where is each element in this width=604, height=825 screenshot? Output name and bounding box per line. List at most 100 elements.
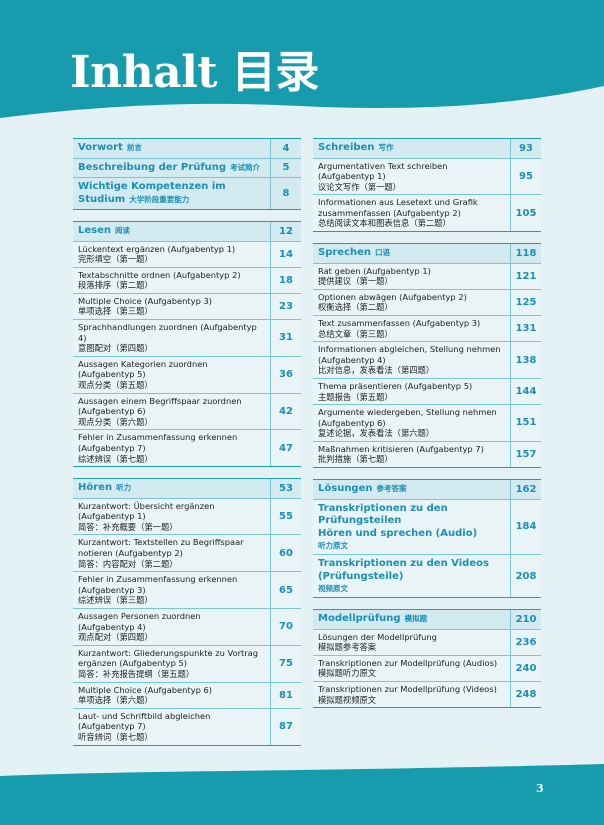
toc-entry: Aussagen Kategorien zuordnen (Aufgabentyp…: [73, 355, 301, 393]
toc-section: Lesen 阅读 12 Lückentext ergänzen (Aufgabenty…: [73, 221, 301, 468]
entry-subtitle: 总结阅读文本和图表信息（第二题）: [318, 218, 451, 229]
entry-text: Aussagen einem Begriffspaar zuordnen (Auf…: [73, 394, 270, 430]
entry-text: Aussagen Kategorien zuordnen (Aufgabentyp…: [73, 357, 270, 393]
page-ref: 75: [270, 645, 301, 682]
toc-entry: Optionen abwägen (Aufgabentyp 2) 权衡选择（第二题…: [313, 288, 541, 315]
entry-title: Kurzantwort: Gliederungspunkte zu Vortra…: [78, 647, 259, 658]
entry-title: Transkriptionen zu den Videos: [318, 558, 489, 570]
entry-subtitle: 前言: [126, 143, 142, 152]
left-column: Vorwort 前言 4 Beschreibung der Prüfung 考试简介 5 W…: [73, 138, 301, 757]
toc-entry: Multiple Choice (Aufgabentyp 3) 单项选择（第三题）…: [73, 292, 301, 320]
entry-subtitle: 视频原文: [318, 584, 348, 594]
entry-subtitle: 观点分类（第六题）: [78, 416, 153, 427]
entry-text: Transkriptionen zu den Videos (Prüfungste…: [313, 555, 510, 597]
entry-subtitle: 比对信息，发表看法（第四题）: [318, 365, 435, 376]
entry-subtitle: 写作: [378, 143, 394, 152]
page-ref: 138: [510, 342, 541, 378]
entry-subtitle: 模拟题: [404, 614, 428, 624]
entry-title: Lösungen der Modellprüfung: [318, 631, 437, 642]
entry-text: Kurzantwort: Gliederungspunkte zu Vortra…: [73, 646, 270, 682]
entry-text: Text zusammenfassen (Aufgabentyp 3) 总结文章（…: [313, 316, 510, 341]
entry-subtitle: 模拟题参考答案: [318, 642, 377, 653]
toc-entry: Wichtige Kompetenzen im Studium 大学阶段重要能力 8: [73, 177, 301, 209]
toc-entry: Sprachhandlungen zuordnen (Aufgabentyp 4…: [73, 319, 301, 356]
entry-title: ergänzen (Aufgabentyp 5): [78, 658, 187, 669]
page-ref: 184: [510, 499, 541, 555]
entry-text: Vorwort 前言: [73, 139, 270, 158]
entry-subtitle: 总结文章（第三题）: [318, 328, 393, 339]
toc-section: Vorwort 前言 4 Beschreibung der Prüfung 考试简介 5 W…: [73, 138, 301, 210]
page-ref: 12: [270, 222, 301, 241]
entry-text: Schreiben 写作: [313, 139, 510, 158]
entry-subtitle: 参考答案: [376, 484, 407, 494]
entry-title: Aussagen einem Begriffspaar zuordnen: [78, 395, 242, 406]
toc-entry: Fehler in Zusammenfassung erkennen (Aufga…: [73, 571, 301, 609]
entry-subtitle: 单项选择（第三题）: [78, 306, 153, 317]
entry-title: Modellprüfung: [318, 613, 401, 625]
page-ref: 53: [270, 479, 301, 498]
entry-title: Hören: [78, 482, 113, 494]
toc-entry: Maßnahmen kritisieren (Aufgabentyp 7) 批判措…: [313, 440, 541, 468]
entry-text: Optionen abwägen (Aufgabentyp 2) 权衡选择（第二题…: [313, 290, 510, 315]
entry-title: (Aufgabentyp 7): [78, 443, 146, 453]
entry-subtitle: 综述辨误（第七题）: [78, 453, 153, 464]
entry-subtitle: 主题报告（第五题）: [318, 391, 393, 402]
entry-subtitle: 听力: [116, 483, 132, 493]
entry-title: Argumente wiedergeben, Stellung nehmen: [318, 407, 497, 418]
entry-text: Argumente wiedergeben, Stellung nehmen (A…: [313, 405, 510, 441]
toc-entry: Argumentativen Text schreiben (Aufgabenty…: [313, 157, 541, 195]
entry-title: Multiple Choice (Aufgabentyp 3): [78, 295, 212, 306]
toc-entry: Informationen abgleichen, Stellung nehme…: [313, 341, 541, 378]
entry-subtitle: 听音辨词（第七题）: [78, 731, 153, 742]
entry-text: Aussagen Personen zuordnen (Aufgabentyp 4…: [73, 609, 270, 645]
entry-subtitle: 批判措施（第七题）: [318, 454, 393, 465]
page-ref: 125: [510, 289, 541, 315]
entry-title: Fehler in Zusammenfassung erkennen: [78, 574, 238, 585]
page-ref: 157: [510, 441, 541, 468]
entry-text: Kurzantwort: Übersicht ergänzen (Aufgaben…: [73, 499, 270, 535]
entry-title: Transkriptionen zu den Prüfungsteilen: [318, 502, 448, 527]
entry-title: Multiple Choice (Aufgabentyp 6): [78, 684, 212, 695]
entry-title: Aussagen Kategorien zuordnen: [78, 358, 208, 369]
entry-subtitle: 观点配对（第四题）: [78, 632, 153, 643]
header-band: [0, 0, 604, 118]
page-ref: 144: [510, 378, 541, 405]
entry-text: Lösungen 参考答案: [313, 480, 510, 499]
page-title: Inhalt 目录: [70, 47, 319, 98]
toc-entry: Thema präsentieren (Aufgabentyp 5) 主题报告（第…: [313, 377, 541, 405]
entry-title: (Prüfungsteile): [318, 570, 404, 582]
entry-text: Lückentext ergänzen (Aufgabentyp 1) 完形填空（…: [73, 242, 270, 267]
entry-subtitle: 单项选择（第六题）: [78, 695, 153, 706]
entry-subtitle: 模拟题视频原文: [318, 694, 377, 705]
entry-title: Maßnahmen kritisieren (Aufgabentyp 7): [318, 443, 484, 454]
entry-text: Transkriptionen zu den Prüfungsteilen Hör…: [313, 500, 510, 555]
toc-entry: Kurzantwort: Übersicht ergänzen (Aufgaben…: [73, 497, 301, 535]
entry-title: Argumentativen Text schreiben: [318, 160, 448, 171]
entry-title: Transkriptionen zur Modellprüfung (Video…: [318, 683, 497, 694]
toc-entry: Laut- und Schriftbild abgleichen (Aufgabe…: [73, 707, 301, 745]
toc-entry: Vorwort 前言 4: [73, 139, 301, 158]
entry-text: Beschreibung der Prüfung 考试简介: [73, 159, 270, 178]
entry-text: Transkriptionen zur Modellprüfung (Audio…: [313, 656, 510, 681]
entry-title: (Aufgabentyp 6): [318, 417, 386, 428]
entry-title: (Aufgabentyp 4): [318, 354, 386, 365]
page-ref: 31: [270, 320, 301, 356]
page-ref: 210: [510, 610, 541, 629]
toc-entry: Transkriptionen zu den Prüfungsteilen Hör…: [313, 498, 541, 555]
footer-band: [0, 764, 604, 825]
page-ref: 87: [270, 708, 301, 745]
entry-title: (Aufgabentyp 6): [78, 406, 146, 417]
page-ref: 36: [270, 356, 301, 393]
page-ref: 105: [510, 195, 541, 232]
entry-title: Sprechen: [318, 247, 372, 259]
page-ref: 60: [270, 535, 301, 572]
entry-title: Text zusammenfassen (Aufgabentyp 3): [318, 317, 481, 328]
toc-section: Sprechen 口语 118 Rat geben (Aufgabentyp 1) 提供…: [313, 243, 541, 469]
toc-entry: Multiple Choice (Aufgabentyp 6) 单项选择（第六题）…: [73, 681, 301, 708]
entry-text: Informationen aus Lesetext und Grafik zus…: [313, 195, 510, 231]
entry-text: Kurzantwort: Textstellen zu Begriffspaar…: [73, 535, 270, 571]
page-ref: 55: [270, 498, 301, 535]
toc-entry: Lösungen der Modellprüfung 模拟题参考答案 236: [313, 628, 541, 655]
entry-title: (Aufgabentyp 1): [78, 511, 146, 522]
